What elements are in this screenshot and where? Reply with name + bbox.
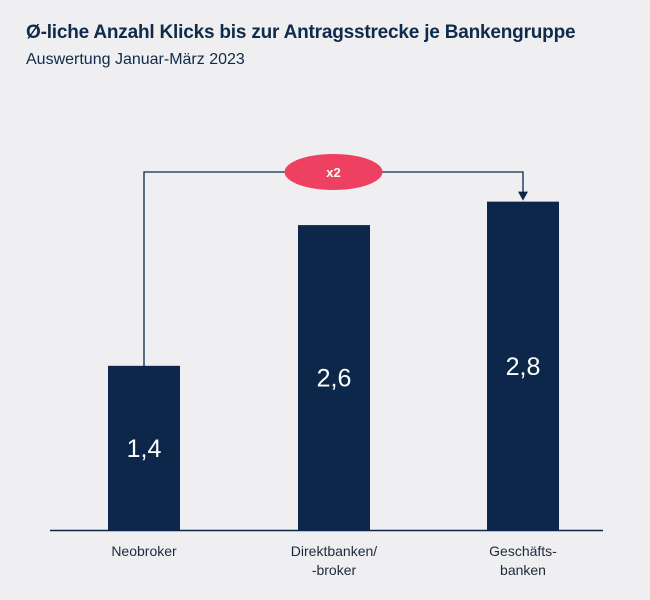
bar-2 (298, 225, 370, 530)
chart-subtitle: Auswertung Januar-März 2023 (26, 51, 245, 68)
bar-1 (108, 365, 180, 530)
multiplier-badge (284, 154, 383, 190)
chart-title: Ø-liche Anzahl Klicks bis zur Antragsstr… (26, 22, 576, 43)
category-label-2-line-1: Direktbanken/ (291, 543, 377, 559)
category-label-3-line-1: Geschäfts- (489, 543, 557, 559)
bar-3 (487, 201, 559, 531)
multiplier-badge-label: x2 (326, 165, 340, 180)
bar-value-label-1: 1,4 (127, 435, 162, 463)
bar-value-label-2: 2,6 (317, 365, 352, 393)
bar-value-label-3: 2,8 (506, 353, 541, 381)
category-label-3-line-2: banken (500, 562, 546, 578)
category-label-1: Neobroker (111, 543, 177, 559)
category-label-2-line-2: -broker (312, 562, 357, 578)
arrow-head-icon (518, 191, 528, 201)
